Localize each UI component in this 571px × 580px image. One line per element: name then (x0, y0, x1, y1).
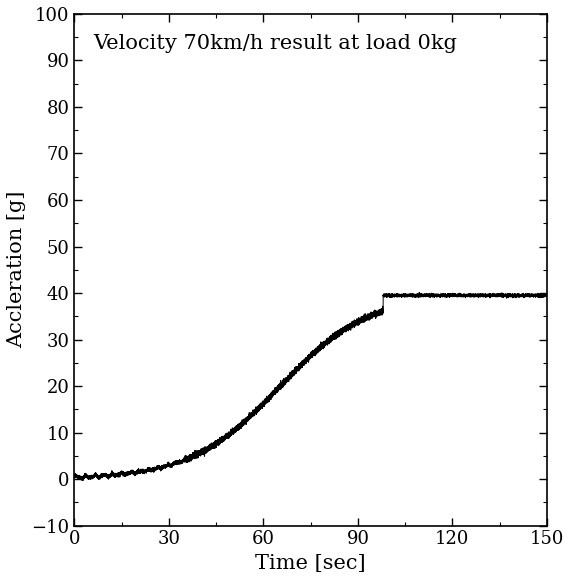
Y-axis label: Accleration [g]: Accleration [g] (7, 191, 26, 349)
X-axis label: Time [sec]: Time [sec] (255, 554, 366, 573)
Text: Velocity 70km/h result at load 0kg: Velocity 70km/h result at load 0kg (94, 34, 457, 53)
